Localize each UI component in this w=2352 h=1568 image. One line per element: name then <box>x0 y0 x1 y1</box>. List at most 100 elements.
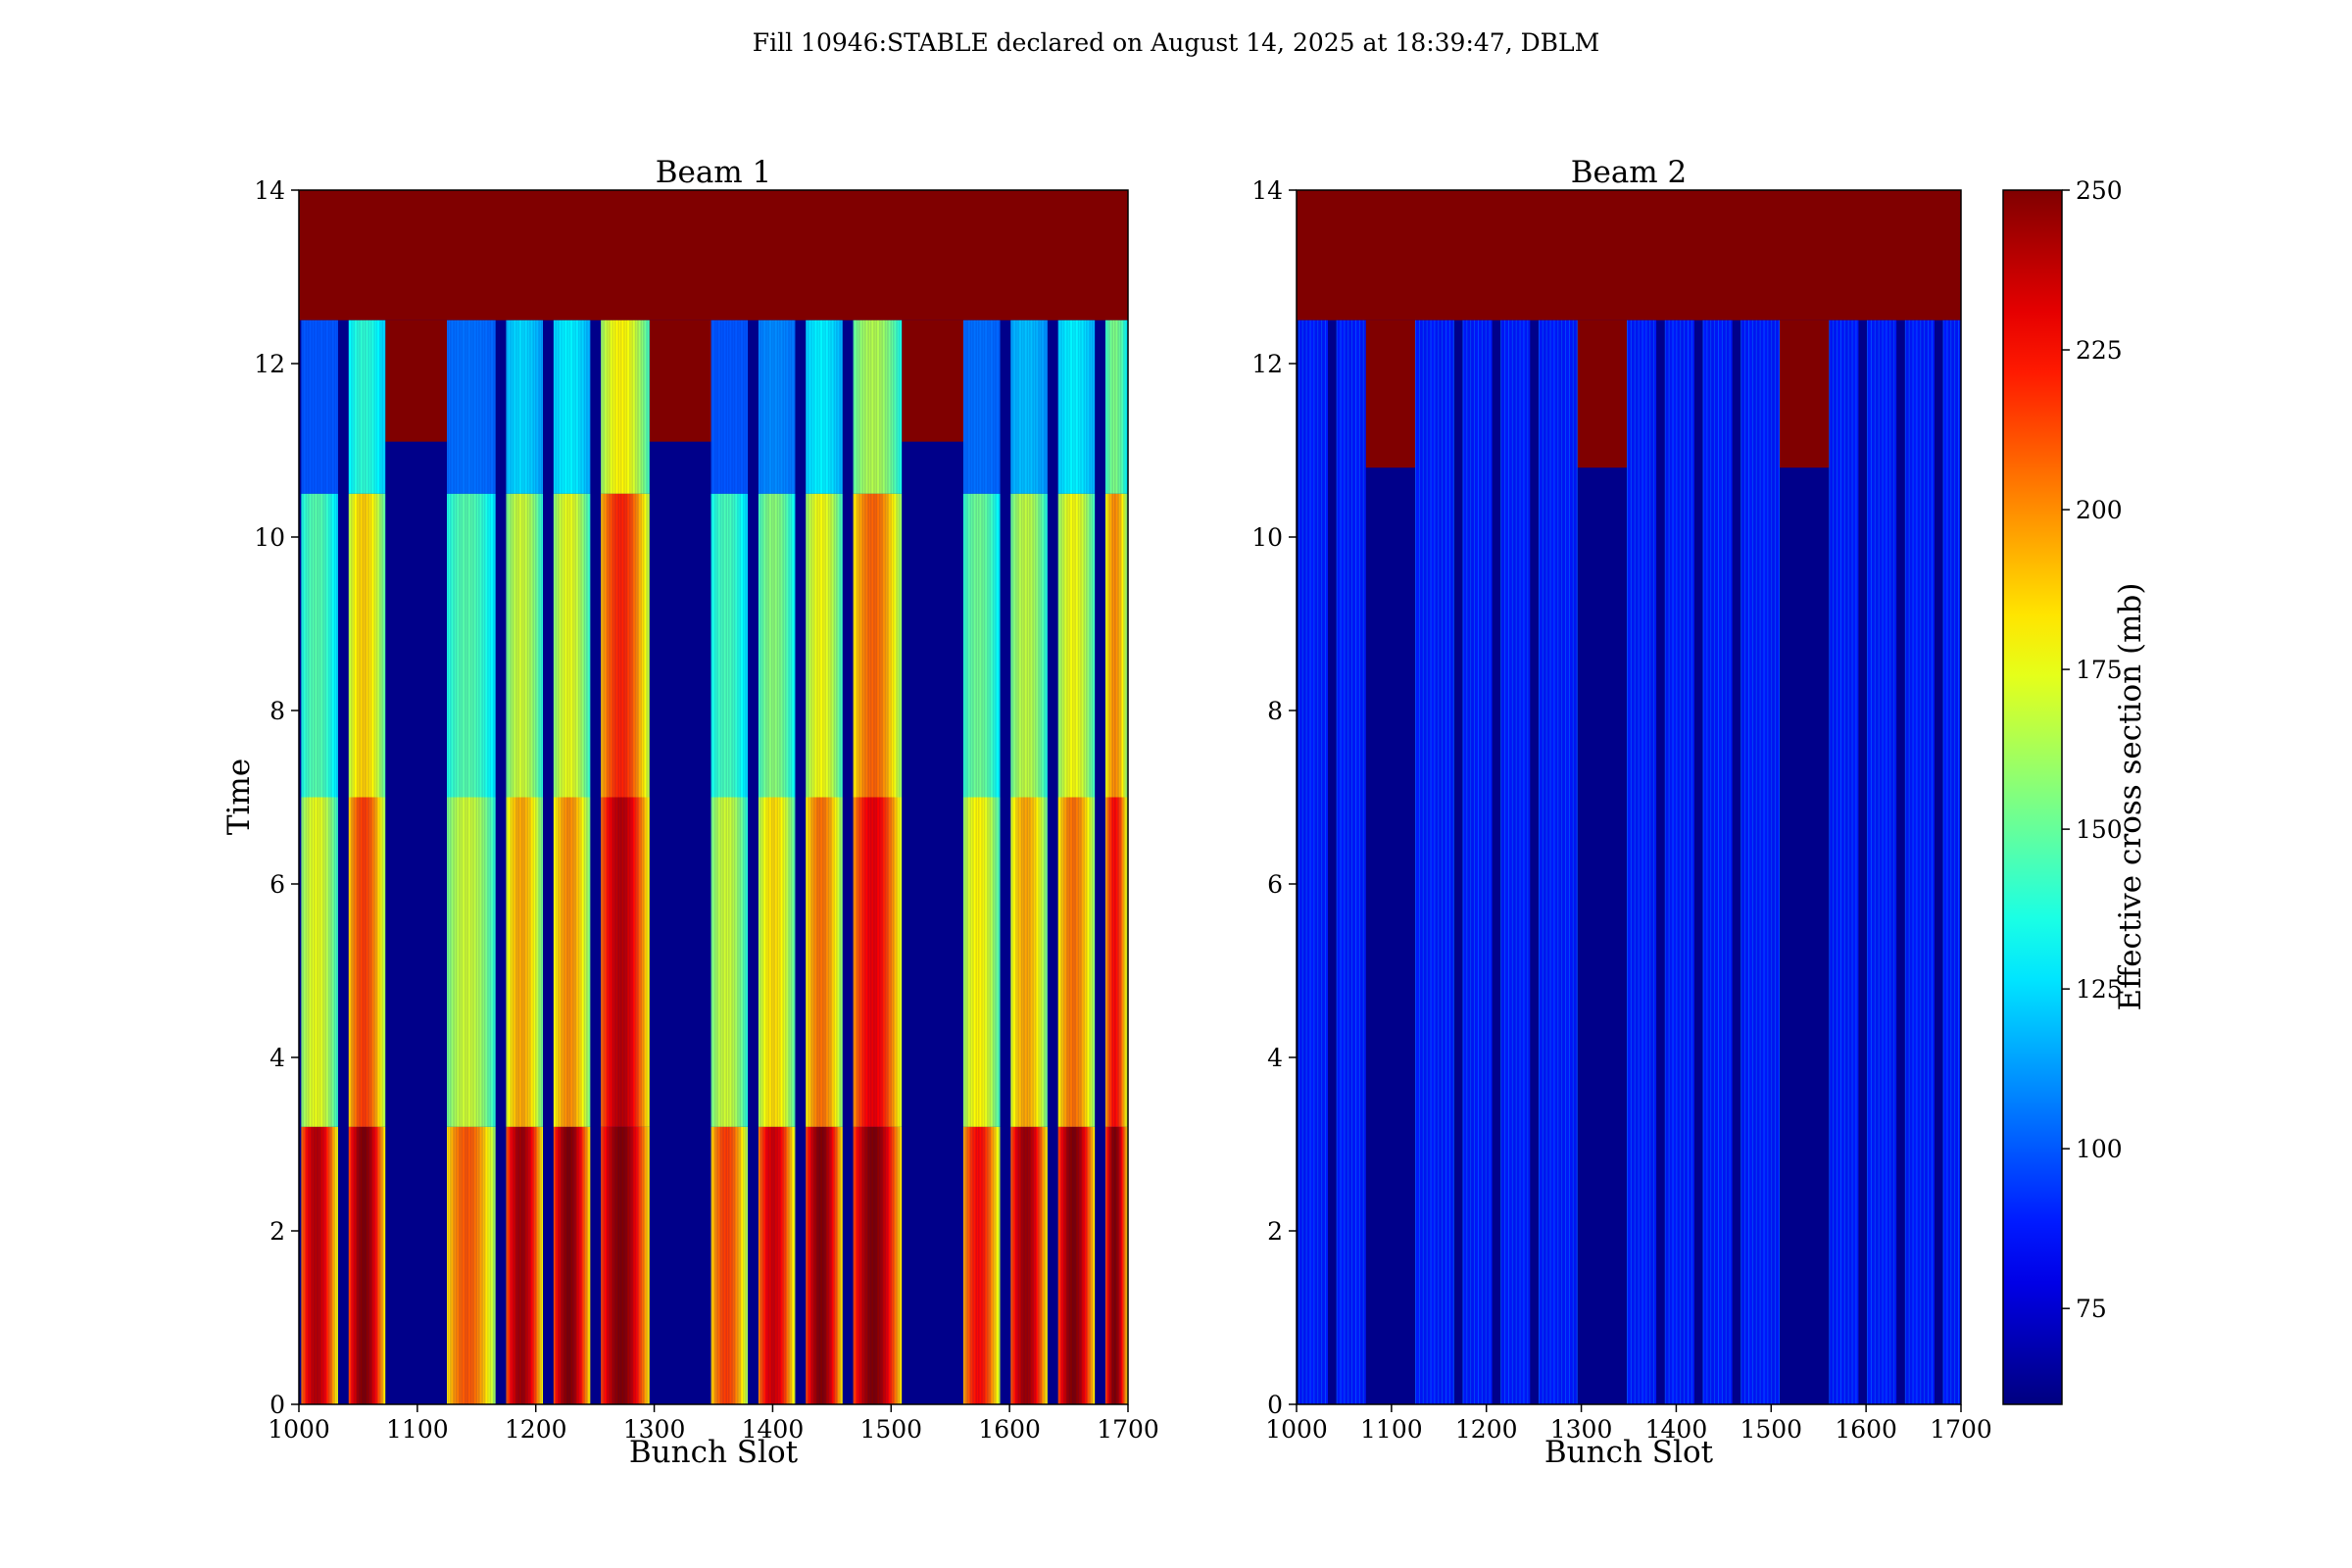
beam-2-bunch-column <box>1744 319 1746 1404</box>
beam-1-bunch-cell <box>1027 1126 1029 1404</box>
beam-1-bunch-cell <box>1021 493 1023 798</box>
beam-1-bunch-cell <box>825 493 828 798</box>
beam-1-y-tick-label: 8 <box>270 697 285 725</box>
beam-1-bunch-cell <box>1020 1126 1022 1404</box>
beam-1-bunch-cell <box>989 319 991 494</box>
beam-2-bunch-column <box>1710 319 1712 1404</box>
beam-1-bunch-cell <box>462 797 464 1127</box>
beam-1-bunch-cell <box>518 1126 521 1404</box>
beam-1-bunch-cell <box>619 493 621 798</box>
beam-1-bunch-cell <box>360 797 363 1127</box>
beam-1-bunch-cell <box>893 1126 895 1404</box>
beam-1-bunch-cell <box>976 1126 978 1404</box>
beam-2-x-tick-label: 1700 <box>1930 1415 1992 1444</box>
beam-1-bunch-cell <box>776 319 778 494</box>
beam-1-bunch-cell <box>1015 1126 1017 1404</box>
beam-2-bunch-column <box>1356 319 1357 1404</box>
beam-2-bunch-column <box>1639 319 1641 1404</box>
beam-1-bunch-cell <box>325 1126 328 1404</box>
beam-1-bunch-cell <box>1066 319 1068 494</box>
beam-1-bunch-cell <box>1068 319 1070 494</box>
beam-2-bunch-column <box>1572 319 1574 1404</box>
beam-2-bunch-column <box>1917 319 1919 1404</box>
beam-1-bunch-cell <box>740 319 743 494</box>
beam-1-bunch-cell <box>994 797 996 1127</box>
beam-1-bunch-cell <box>365 1126 367 1404</box>
beam-1-bunch-cell <box>473 1126 476 1404</box>
beam-1-bunch-cell <box>816 797 818 1127</box>
beam-1-bunch-cell <box>461 319 463 494</box>
beam-1-bunch-cell <box>586 1126 588 1404</box>
beam-1-bunch-cell <box>579 319 581 494</box>
beam-1-bunch-cell <box>853 1126 855 1404</box>
beam-1-bunch-cell <box>877 493 880 798</box>
beam-1-bunch-cell <box>643 1126 645 1404</box>
beam-1-bunch-cell <box>462 1126 464 1404</box>
beam-2-bunch-column <box>1929 319 1931 1404</box>
beam-1-bunch-cell <box>810 493 812 798</box>
beam-2-bunch-column <box>1565 319 1567 1404</box>
beam-1-bunch-cell <box>541 797 543 1127</box>
beam-1-bunch-cell <box>357 493 359 798</box>
beam-1-bunch-cell <box>738 319 740 494</box>
beam-2-bunch-column <box>1702 319 1704 1404</box>
beam-1-bunch-cell <box>558 1126 560 1404</box>
beam-1-bunch-cell <box>644 319 647 494</box>
beam-1-bunch-cell <box>964 493 966 798</box>
beam-1-bunch-cell <box>483 797 485 1127</box>
beam-1-bunch-cell <box>453 1126 455 1404</box>
beam-2-bunch-column <box>1474 319 1476 1404</box>
beam-1-bunch-cell <box>1027 493 1029 798</box>
beam-1-bunch-cell <box>581 319 584 494</box>
beam-1-bunch-cell <box>626 319 628 494</box>
beam-1-bunch-cell <box>740 797 743 1127</box>
beam-1-bunch-cell <box>891 319 893 494</box>
beam-2-bunch-column <box>1467 319 1469 1404</box>
beam-1-bunch-cell <box>870 319 872 494</box>
beam-1-bunch-cell <box>881 797 883 1127</box>
beam-1-bunch-cell <box>1029 319 1031 494</box>
beam-1-bunch-cell <box>459 1126 461 1404</box>
beam-1-bunch-cell <box>887 319 889 494</box>
beam-1-bunch-cell <box>607 1126 609 1404</box>
beam-2-bunch-column <box>1947 319 1949 1404</box>
beam-2-bunch-column <box>1655 319 1657 1404</box>
beam-1-bunch-cell <box>331 493 334 798</box>
beam-1-bunch-cell <box>858 493 860 798</box>
beam-1-bunch-cell <box>868 493 870 798</box>
beam-2-bunch-column <box>1928 319 1930 1404</box>
beam-1-bunch-cell <box>488 319 490 494</box>
beam-1-bunch-cell <box>774 493 777 798</box>
beam-1-bunch-cell <box>371 797 374 1127</box>
beam-1-bunch-cell <box>630 319 632 494</box>
beam-2-bunch-column <box>1926 319 1928 1404</box>
beam-1-bunch-cell <box>1087 319 1090 494</box>
beam-2-bunch-column <box>1648 319 1650 1404</box>
beam-1-bunch-cell <box>354 797 357 1127</box>
beam-1-bunch-cell <box>1079 493 1081 798</box>
beam-2-bunch-column <box>1432 319 1434 1404</box>
beam-1-bunch-cell <box>858 319 860 494</box>
beam-1-bunch-cell <box>465 319 466 494</box>
beam-1-bunch-cell <box>627 319 630 494</box>
beam-1-bunch-cell <box>1105 1126 1107 1404</box>
beam-1-bunch-cell <box>1089 1126 1091 1404</box>
beam-2-bunch-column <box>1510 319 1512 1404</box>
beam-2-bunch-column <box>1720 319 1722 1404</box>
beam-2-bunch-column <box>1450 319 1452 1404</box>
beam-1-bunch-cell <box>808 1126 811 1404</box>
beam-1-dump-region <box>299 190 1128 320</box>
beam-1-bunch-cell <box>733 319 735 494</box>
beam-1-bunch-cell <box>966 1126 968 1404</box>
beam-2-bunch-column <box>1839 319 1841 1404</box>
beam-1-bunch-cell <box>524 493 527 798</box>
beam-1-bunch-cell <box>577 493 579 798</box>
beam-1-bunch-cell <box>538 1126 540 1404</box>
beam-1-bunch-cell <box>587 1126 590 1404</box>
beam-1-bunch-cell <box>601 797 603 1127</box>
beam-2-bunch-column <box>1870 319 1871 1404</box>
beam-1-bunch-cell <box>308 1126 310 1404</box>
beam-1-bunch-cell <box>772 493 774 798</box>
beam-2-bunch-column <box>1426 319 1428 1404</box>
beam-2-bunch-column <box>1742 319 1744 1404</box>
